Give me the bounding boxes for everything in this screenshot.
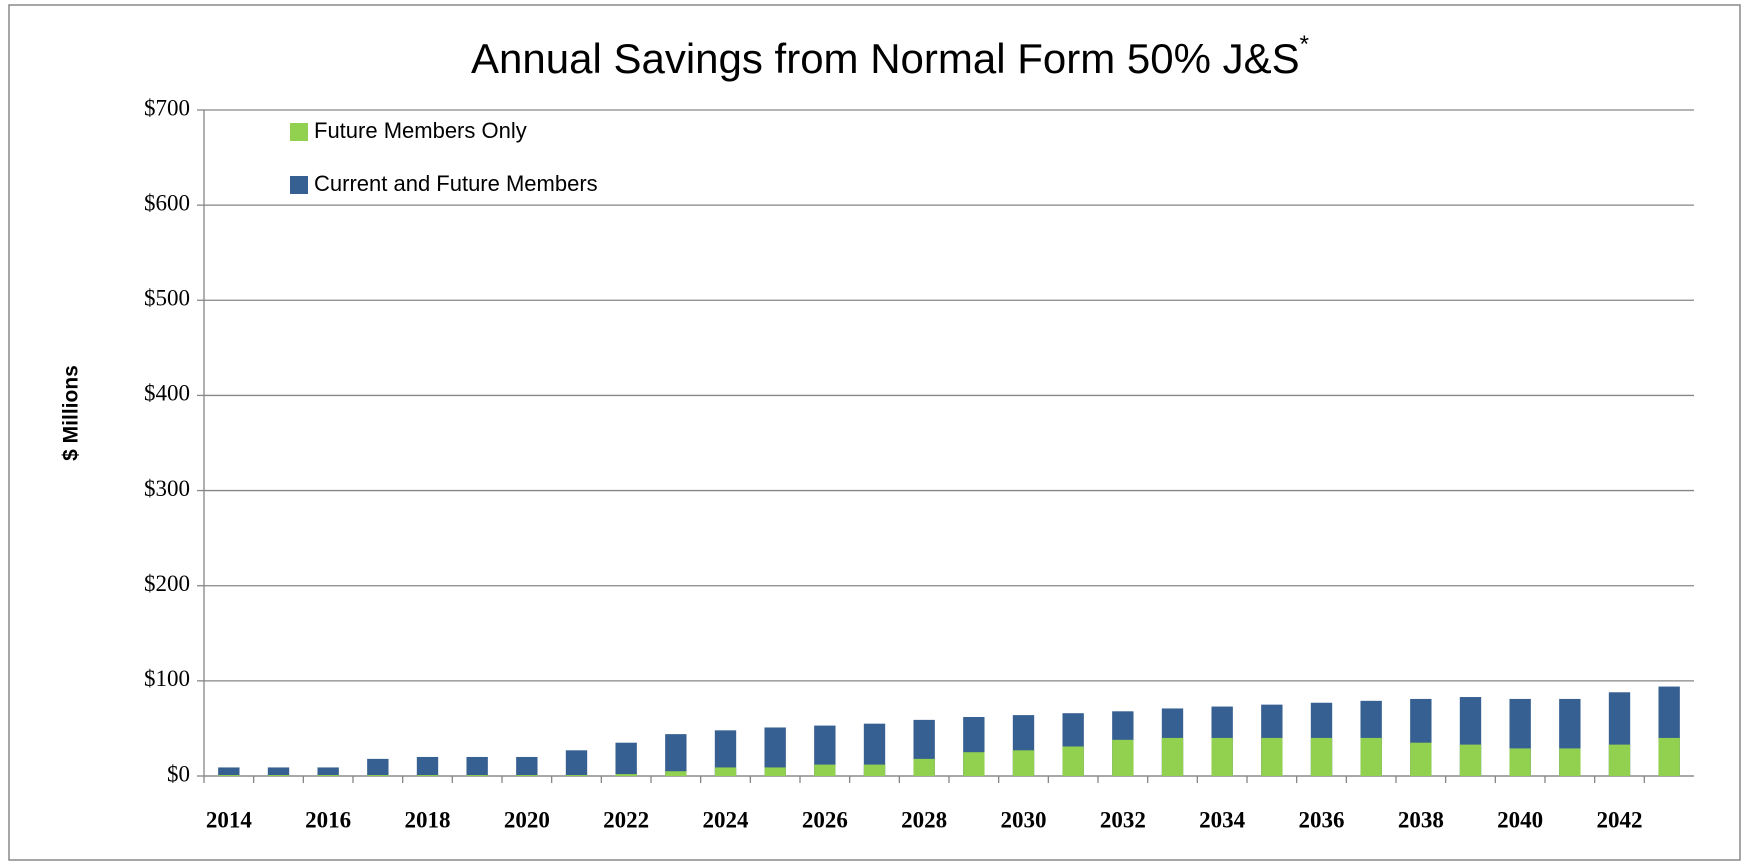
x-tick-label: 2030: [1001, 807, 1047, 832]
bar: [1410, 742, 1432, 776]
bar: [714, 730, 737, 776]
y-tick-label: $100: [144, 666, 190, 691]
y-tick-label: $400: [144, 381, 190, 406]
y-tick-label: $500: [144, 286, 190, 311]
bar: [466, 756, 488, 776]
bar: [317, 767, 339, 776]
bar: [1559, 748, 1581, 776]
y-tick-label: $700: [144, 95, 190, 120]
y-tick-label: $600: [144, 190, 190, 215]
bar: [665, 771, 687, 776]
bar: [1509, 748, 1531, 776]
y-tick-label: $0: [167, 761, 190, 786]
bar: [1211, 737, 1233, 776]
bar: [1261, 737, 1283, 776]
bar: [565, 750, 588, 776]
bar: [1310, 737, 1333, 776]
x-tick-label: 2018: [405, 807, 451, 832]
bar: [466, 775, 488, 776]
legend-swatch: [290, 176, 308, 194]
bar: [267, 767, 290, 776]
x-tick-label: 2040: [1497, 807, 1543, 832]
x-tick-label: 2038: [1398, 807, 1444, 832]
bar: [416, 756, 439, 776]
chart-border: [8, 4, 1741, 861]
bar: [863, 723, 886, 776]
bar: [267, 775, 290, 776]
bar: [416, 775, 439, 776]
y-axis-label: $ Millions: [60, 365, 83, 461]
bar: [317, 775, 339, 776]
bar: [863, 764, 886, 776]
legend-swatch: [290, 123, 308, 141]
x-tick-label: 2014: [206, 807, 253, 832]
x-tick-label: 2034: [1199, 807, 1246, 832]
y-tick-label: $300: [144, 476, 190, 501]
bar: [963, 752, 985, 776]
bar: [615, 742, 637, 776]
chart-title: Annual Savings from Normal Form 50% J&S*: [471, 31, 1309, 82]
bar: [1161, 737, 1184, 776]
x-tick-label: 2022: [603, 807, 649, 832]
bar: [516, 756, 538, 776]
legend-label: Future Members Only: [314, 118, 527, 143]
x-tick-label: 2026: [802, 807, 848, 832]
bar: [1012, 750, 1035, 776]
bar: [615, 774, 637, 776]
bar: [665, 734, 687, 776]
y-tick-label: $200: [144, 571, 190, 596]
bar: [367, 775, 389, 776]
x-tick-label: 2042: [1597, 807, 1643, 832]
bar: [764, 727, 786, 776]
x-tick-label: 2032: [1100, 807, 1146, 832]
bar: [218, 775, 240, 776]
bar: [1658, 737, 1680, 776]
bar: [1608, 744, 1631, 776]
title-superscript: *: [1300, 31, 1309, 58]
bar: [814, 764, 836, 776]
bar: [714, 767, 737, 776]
bar: [1459, 744, 1482, 776]
bar: [913, 758, 935, 776]
x-tick-label: 2016: [305, 807, 351, 832]
bar: [218, 767, 240, 776]
x-tick-label: 2036: [1299, 807, 1345, 832]
x-tick-label: 2024: [703, 807, 750, 832]
bar: [1062, 746, 1084, 776]
bar: [367, 758, 389, 776]
legend-label: Current and Future Members: [314, 171, 598, 196]
x-tick-label: 2028: [901, 807, 947, 832]
title-text: Annual Savings from Normal Form 50% J&S: [471, 35, 1300, 82]
bar: [814, 725, 836, 776]
bar: [1360, 737, 1382, 776]
bar: [764, 767, 786, 776]
bar: [565, 775, 588, 776]
bar: [516, 775, 538, 776]
x-tick-label: 2020: [504, 807, 550, 832]
bar: [1112, 739, 1134, 776]
